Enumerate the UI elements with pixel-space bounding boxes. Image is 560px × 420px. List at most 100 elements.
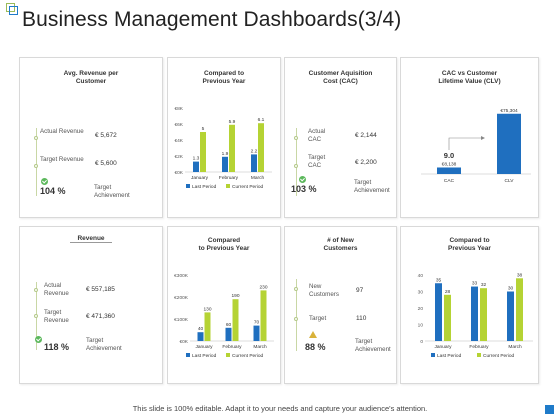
bar-value-label: 28 — [445, 289, 451, 295]
title-decoration-icon — [6, 3, 18, 15]
footer-note: This slide is 100% editable. Adapt it to… — [132, 404, 428, 413]
bar-chart: €0K €2K €4K €6K €8K 1.3 5 January 1.9 5.9 February… — [174, 106, 272, 190]
card-avg-revenue: Avg. Revenue per Customer Actual Revenue… — [19, 57, 163, 218]
dot-icon — [34, 164, 38, 168]
arrow-head-icon — [481, 136, 485, 140]
y-tick-label: 20 — [418, 306, 424, 312]
actual-revenue-label: Actual Revenue — [44, 282, 69, 297]
card-title: Revenue — [77, 235, 105, 242]
card-title: Avg. Revenue per Customer — [63, 70, 119, 86]
bar-value-label: €75,304 — [500, 108, 518, 114]
card-compared-2: Compared to Previous Year €0K €100K €200K €… — [167, 226, 281, 384]
bar-last-period — [507, 291, 514, 341]
legend-label: Current Period — [483, 353, 515, 359]
x-tick-label: January — [434, 344, 452, 350]
legend-swatch — [186, 184, 190, 188]
card-title: Compared to Previous Year — [448, 237, 491, 253]
dot-icon — [294, 287, 298, 291]
bar-value-label: 70 — [254, 320, 260, 326]
bar-value-label: 30 — [508, 286, 514, 292]
bar-value-label: 1.9 — [222, 151, 229, 157]
card-new-customers: # of New Customers New Customers 97 Targ… — [284, 226, 397, 384]
achievement-percent: 88 % — [305, 342, 326, 352]
check-icon — [41, 178, 48, 185]
bar-value-label: 130 — [203, 306, 211, 312]
card-compared-3: Compared to Previous Year 0 10 20 30 40 35 28 J… — [400, 226, 539, 384]
bar-value-label: 40 — [198, 326, 204, 332]
y-tick-label: 0 — [420, 339, 423, 345]
card-revenue: Revenue Actual Revenue € 557,185 Target … — [19, 226, 163, 384]
card-title: CAC vs Customer Lifetime Value (CLV) — [438, 70, 501, 86]
actual-revenue-value: € 557,185 — [86, 286, 115, 293]
legend-swatch — [226, 353, 230, 357]
bar-cac — [437, 167, 461, 174]
target-revenue-label: Target Revenue — [44, 309, 69, 324]
card-title: # of New Customers — [323, 237, 358, 253]
actual-cac-label: Actual CAC — [308, 128, 326, 143]
card-title: Compared to Previous Year — [202, 70, 246, 86]
card-title: Compared to Previous Year — [198, 237, 250, 253]
y-tick-label: €8K — [174, 106, 183, 112]
bar-current-period — [200, 132, 206, 172]
check-icon — [35, 336, 42, 343]
bar-current-period — [258, 123, 264, 172]
x-tick-label: February — [222, 344, 242, 350]
x-tick-label: January — [191, 175, 209, 181]
achievement-percent: 104 % — [40, 186, 66, 196]
page-title: Business Management Dashboards(3/4) — [22, 8, 402, 31]
dot-icon — [34, 314, 38, 318]
bar-current-period — [444, 294, 451, 341]
bar-last-period — [435, 283, 442, 341]
bar-last-period — [251, 154, 257, 172]
legend-label: Last Period — [437, 353, 462, 359]
x-tick-label: January — [195, 344, 213, 350]
target-cac-value: € 2,200 — [355, 159, 377, 166]
corner-box — [545, 405, 554, 414]
actual-cac-value: € 2,144 — [355, 132, 377, 139]
new-customers-value: 97 — [356, 287, 364, 294]
bar-value-label: €8,138 — [442, 161, 457, 167]
card-compared-1: Compared to Previous Year €0K €2K €4K €6K €8… — [167, 57, 281, 218]
check-icon — [299, 176, 306, 183]
bar-last-period — [222, 156, 228, 172]
bar-value-label: 38 — [517, 272, 523, 278]
ratio-arrow — [448, 137, 481, 150]
achievement-label: Target Achievement — [94, 184, 130, 199]
target-revenue-value: € 471,360 — [86, 313, 115, 320]
bar-current-period — [260, 290, 267, 341]
card-cac-vs-clv: CAC vs Customer Lifetime Value (CLV) €8,… — [400, 57, 539, 218]
bar-current-period — [516, 278, 523, 341]
bar-value-label: 32 — [481, 282, 487, 288]
legend-label: Last Period — [192, 184, 217, 190]
y-tick-label: €0K — [174, 170, 183, 176]
bar-chart: €8,138 CAC €75,304 CLV 9.0 — [421, 108, 531, 184]
bar-current-period — [232, 299, 239, 341]
bar-value-label: 5 — [202, 126, 205, 132]
card-title: Customer Aquisition Cost (CAC) — [308, 70, 373, 86]
new-customers-label: New Customers — [309, 283, 339, 298]
card-cac: Customer Aquisition Cost (CAC) Actual CA… — [284, 57, 397, 218]
legend-swatch — [226, 184, 230, 188]
dot-icon — [34, 288, 38, 292]
bar-current-period — [229, 124, 235, 172]
legend-swatch — [431, 353, 435, 357]
target-revenue-value: € 5,600 — [95, 160, 117, 167]
x-tick-label: March — [253, 344, 267, 350]
achievement-label: Target Achievement — [86, 337, 122, 352]
x-tick-label: February — [219, 175, 239, 181]
y-tick-label: 40 — [418, 273, 424, 279]
y-tick-label: 30 — [418, 290, 424, 296]
bar-value-label: 190 — [231, 293, 239, 299]
y-tick-label: €0K — [179, 339, 188, 345]
y-tick-label: €4K — [174, 138, 183, 144]
legend-label: Current Period — [232, 184, 264, 190]
bar-value-label: 2.2 — [251, 148, 258, 154]
y-tick-label: €6K — [174, 122, 183, 128]
bar-last-period — [253, 325, 260, 341]
bar-value-label: 6.1 — [258, 117, 265, 123]
bar-chart: €0K €100K €200K €300K 40 130 January 60 190 Febru… — [174, 273, 274, 359]
bar-last-period — [197, 332, 204, 341]
bar-value-label: 33 — [472, 281, 478, 287]
dot-icon — [294, 164, 298, 168]
